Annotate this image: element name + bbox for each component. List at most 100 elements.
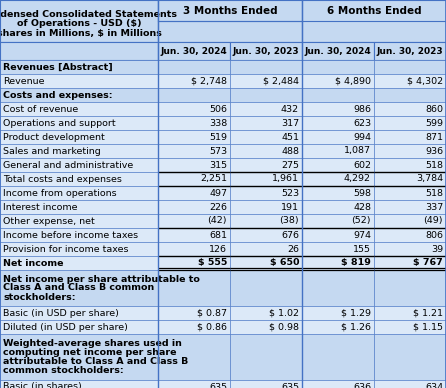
Bar <box>302 306 374 320</box>
Bar <box>158 228 230 242</box>
Text: 317: 317 <box>281 118 299 128</box>
Bar <box>0 172 158 186</box>
Text: Income before income taxes: Income before income taxes <box>3 230 138 239</box>
Text: Condensed Consolidated Statements: Condensed Consolidated Statements <box>0 10 178 19</box>
Bar <box>374 158 446 172</box>
Bar <box>302 186 374 200</box>
Bar <box>0 74 158 88</box>
Text: 602: 602 <box>353 161 371 170</box>
Text: 1,961: 1,961 <box>272 175 299 184</box>
Text: 860: 860 <box>425 104 443 114</box>
Bar <box>230 116 302 130</box>
Bar <box>302 144 374 158</box>
Bar <box>158 334 230 380</box>
Text: 634: 634 <box>425 383 443 388</box>
Bar <box>0 116 158 130</box>
Bar <box>0 214 158 228</box>
Text: $ 0.98: $ 0.98 <box>269 322 299 331</box>
Text: 974: 974 <box>353 230 371 239</box>
Text: $ 819: $ 819 <box>341 258 371 267</box>
Text: 573: 573 <box>209 147 227 156</box>
Bar <box>374 102 446 116</box>
Bar <box>374 380 446 388</box>
Text: $ 555: $ 555 <box>198 258 227 267</box>
Bar <box>158 74 230 88</box>
Bar <box>374 306 446 320</box>
Bar <box>0 270 158 306</box>
Bar <box>158 0 302 21</box>
Bar <box>158 214 230 228</box>
Bar <box>158 60 230 74</box>
Text: Jun. 30, 2024: Jun. 30, 2024 <box>305 47 372 55</box>
Bar <box>374 214 446 228</box>
Bar <box>0 228 158 242</box>
Bar <box>158 130 230 144</box>
Bar <box>158 242 230 256</box>
Bar <box>230 214 302 228</box>
Text: Cost of revenue: Cost of revenue <box>3 104 78 114</box>
Bar <box>374 320 446 334</box>
Text: Provision for income taxes: Provision for income taxes <box>3 244 128 253</box>
Text: 4,292: 4,292 <box>344 175 371 184</box>
Bar <box>230 88 302 102</box>
Text: 39: 39 <box>431 244 443 253</box>
Bar <box>374 116 446 130</box>
Text: 598: 598 <box>353 189 371 197</box>
Text: 1,087: 1,087 <box>344 147 371 156</box>
Bar <box>230 380 302 388</box>
Text: 488: 488 <box>281 147 299 156</box>
Text: Other expense, net: Other expense, net <box>3 217 95 225</box>
Text: 518: 518 <box>425 161 443 170</box>
Bar <box>302 200 374 214</box>
Bar <box>158 158 230 172</box>
Text: Jun. 30, 2023: Jun. 30, 2023 <box>233 47 299 55</box>
Text: 26: 26 <box>287 244 299 253</box>
Bar <box>302 158 374 172</box>
Text: 275: 275 <box>281 161 299 170</box>
Bar <box>302 172 374 186</box>
Bar <box>230 306 302 320</box>
Bar <box>0 130 158 144</box>
Bar <box>158 42 230 60</box>
Text: 871: 871 <box>425 132 443 142</box>
Bar <box>302 42 374 60</box>
Text: Sales and marketing: Sales and marketing <box>3 147 101 156</box>
Bar <box>158 200 230 214</box>
Text: 337: 337 <box>425 203 443 211</box>
Bar <box>230 130 302 144</box>
Bar <box>0 256 158 270</box>
Text: (52): (52) <box>351 217 371 225</box>
Text: 315: 315 <box>209 161 227 170</box>
Text: 636: 636 <box>353 383 371 388</box>
Text: Basic (in shares): Basic (in shares) <box>3 383 82 388</box>
Bar <box>0 102 158 116</box>
Text: 432: 432 <box>281 104 299 114</box>
Bar <box>374 74 446 88</box>
Bar <box>158 102 230 116</box>
Bar <box>302 270 374 306</box>
Text: shares in Millions, $ in Millions: shares in Millions, $ in Millions <box>0 29 161 38</box>
Bar <box>230 270 302 306</box>
Text: of Operations - USD ($): of Operations - USD ($) <box>17 19 141 28</box>
Bar <box>230 186 302 200</box>
Text: 994: 994 <box>353 132 371 142</box>
Bar <box>374 172 446 186</box>
Bar <box>0 186 158 200</box>
Bar <box>0 242 158 256</box>
Text: $ 1.15: $ 1.15 <box>413 322 443 331</box>
Bar <box>374 42 446 60</box>
Bar <box>230 144 302 158</box>
Text: Weighted-average shares used in: Weighted-average shares used in <box>3 339 182 348</box>
Text: 497: 497 <box>209 189 227 197</box>
Text: attributable to Class A and Class B: attributable to Class A and Class B <box>3 357 188 366</box>
Bar <box>302 214 374 228</box>
Bar <box>302 0 446 42</box>
Bar <box>0 306 158 320</box>
Text: stockholders:: stockholders: <box>3 293 75 301</box>
Text: Net income: Net income <box>3 258 63 267</box>
Bar <box>302 130 374 144</box>
Bar <box>374 186 446 200</box>
Text: General and administrative: General and administrative <box>3 161 133 170</box>
Bar <box>230 172 302 186</box>
Bar <box>230 228 302 242</box>
